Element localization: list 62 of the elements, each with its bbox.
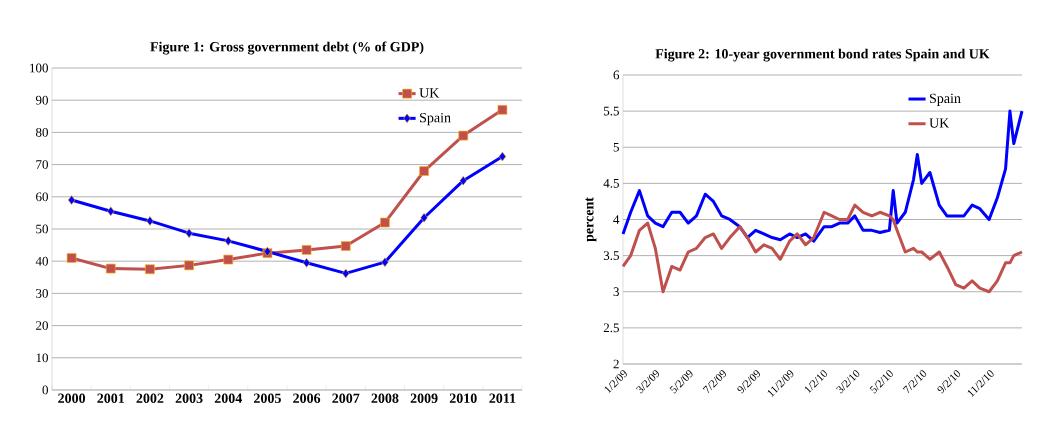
point	[107, 206, 115, 217]
y-tick-label: 5.5	[603, 106, 619, 116]
y-tick-label: 90	[35, 95, 48, 105]
point	[381, 257, 389, 267]
legend-label: Spain	[929, 93, 961, 106]
y-tick-label: 30	[36, 289, 48, 298]
x-tick-label: 2010	[449, 393, 477, 403]
x-tick-label: 2000	[58, 393, 86, 403]
chart-title: Figure 2: 10-year government bond rates Spain and UK	[655, 48, 990, 62]
point	[419, 166, 429, 176]
x-tick-label: 2001	[97, 393, 125, 403]
y-tick-label: 2.5	[603, 323, 619, 333]
point	[302, 258, 311, 268]
y-tick-label: 70	[36, 160, 48, 169]
y-tick-label: 20	[36, 321, 48, 330]
y-tick-label: 5	[613, 142, 619, 152]
y-tick-label: 0	[42, 385, 48, 395]
y-tick-label: 4	[613, 215, 620, 224]
x-tick-label: 2008	[371, 393, 399, 403]
point	[224, 236, 232, 246]
point	[66, 253, 77, 263]
point	[380, 217, 390, 228]
point	[497, 105, 508, 115]
y-tick-label: 6	[613, 70, 620, 80]
line-series	[621, 203, 1024, 294]
point	[340, 241, 351, 251]
y-tick-label: 50	[36, 224, 48, 234]
point	[223, 254, 234, 265]
x-tick-label: 2009	[410, 393, 438, 403]
legend-label: Spain	[420, 112, 451, 126]
legend-label: UK	[419, 88, 440, 98]
x-tick-label: 2004	[214, 393, 242, 403]
x-tick-label: 2005	[254, 393, 281, 403]
point	[459, 175, 467, 186]
point	[420, 212, 428, 223]
y-tick-label: 100	[30, 63, 48, 73]
point	[301, 245, 312, 255]
point	[185, 228, 193, 238]
y-tick-label: 10	[36, 353, 48, 363]
x-tick-label: 2011	[489, 393, 516, 403]
x-tick-label: 2007	[332, 393, 360, 403]
point	[458, 130, 469, 141]
point	[105, 263, 116, 274]
point	[67, 195, 76, 205]
x-tick-label: 2003	[175, 393, 203, 403]
y-tick-label: 80	[35, 128, 48, 137]
x-tick-label: 2002	[136, 393, 164, 403]
point	[146, 216, 154, 226]
legend-label: UK	[929, 118, 950, 128]
point	[498, 151, 507, 162]
y-tick-label: 3	[613, 287, 619, 297]
y-axis-title: percent	[585, 197, 597, 242]
y-tick-label: 2	[613, 359, 619, 369]
point	[342, 268, 350, 279]
y-tick-label: 40	[35, 256, 48, 266]
y-tick-label: 3.5	[603, 251, 619, 261]
point	[184, 260, 194, 271]
y-tick-label: 60	[36, 192, 48, 202]
point	[145, 264, 155, 275]
x-tick-label: 2006	[293, 393, 321, 403]
y-tick-label: 4.5	[603, 178, 619, 188]
chart-title: Figure 1: Gross government debt (% of GDP)	[150, 41, 424, 55]
